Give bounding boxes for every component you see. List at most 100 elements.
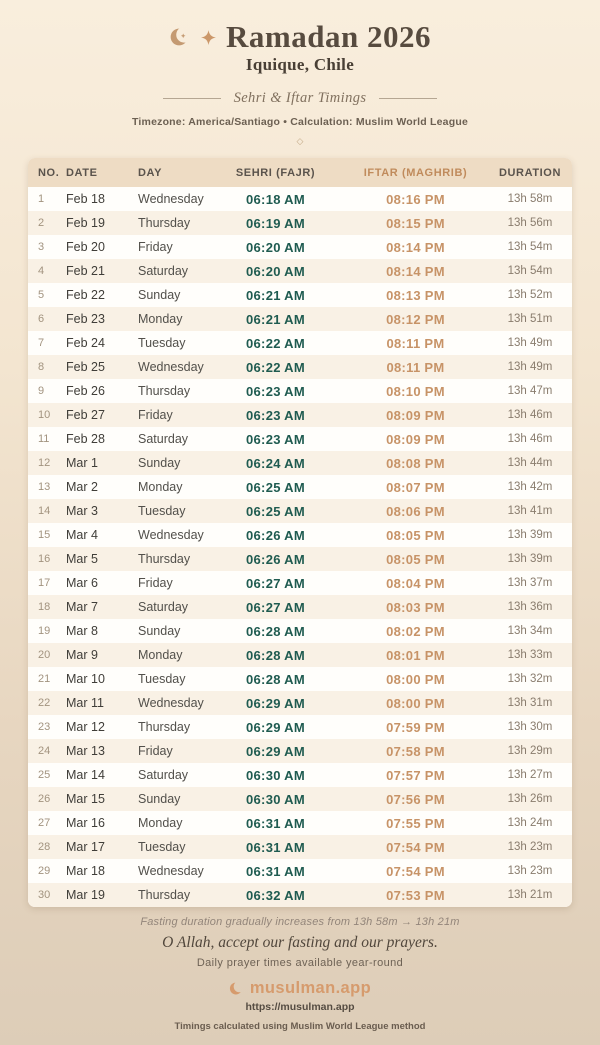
cell-date: Mar 8 [66,624,98,639]
cell-day: Wednesday [138,192,204,207]
cell-date: Mar 3 [66,504,98,519]
cell-iftar: 08:09 PM [386,431,445,447]
cell-day: Thursday [138,384,191,399]
location-title: Iquique, Chile [245,55,355,75]
cell-sehri: 06:22 AM [246,359,305,375]
cell-duration: 13h 39m [507,529,553,542]
cell-sehri: 06:23 AM [246,407,305,423]
cell-no: 11 [38,433,50,446]
cell-sehri: 06:28 AM [246,647,305,663]
cell-iftar: 08:08 PM [386,455,445,471]
cell-iftar: 08:09 PM [386,407,445,423]
cell-day: Sunday [138,456,181,471]
cell-no: 24 [38,745,51,758]
cell-sehri: 06:31 AM [246,815,305,831]
cell-duration: 13h 46m [507,433,553,446]
cell-duration: 13h 46m [507,409,553,422]
table-row: 10 Feb 27 Friday 06:23 AM 08:09 PM 13h 46m [28,403,572,428]
cell-no: 30 [38,889,51,902]
cell-duration: 13h 30m [507,721,553,734]
table-row: 2 Feb 19 Thursday 06:19 AM 08:15 PM 13h 56m [28,211,572,236]
cell-date: Feb 28 [66,432,105,447]
brand-row: musulman.app [140,979,459,998]
table-row: 28 Mar 17 Tuesday 06:31 AM 07:54 PM 13h 23m [28,835,572,860]
cell-iftar: 08:16 PM [386,191,445,207]
cell-sehri: 06:26 AM [246,527,305,543]
cell-duration: 13h 34m [507,625,553,638]
cell-no: 29 [38,865,51,878]
brand-url-link[interactable]: https://musulman.app [245,1001,355,1014]
cell-day: Monday [138,480,183,495]
table-row: 23 Mar 12 Thursday 06:29 AM 07:59 PM 13h 30m [28,715,572,740]
cell-date: Mar 13 [66,744,105,759]
column-header-no: NO. [38,166,60,179]
cell-date: Feb 22 [66,288,105,303]
table-row: 15 Mar 4 Wednesday 06:26 AM 08:05 PM 13h 39m [28,523,572,548]
four-pointed-star-icon [201,29,216,45]
table-row: 17 Mar 6 Friday 06:27 AM 08:04 PM 13h 37m [28,571,572,596]
cell-date: Feb 24 [66,336,105,351]
cell-sehri: 06:28 AM [246,623,305,639]
cell-date: Mar 6 [66,576,98,591]
cell-day: Monday [138,312,183,327]
cell-day: Sunday [138,288,181,303]
cell-duration: 13h 56m [507,217,553,230]
cell-sehri: 06:23 AM [246,431,305,447]
cell-no: 19 [38,625,51,638]
cell-no: 3 [38,241,45,254]
cell-no: 9 [38,385,45,398]
cell-date: Mar 17 [66,840,105,855]
cell-no: 13 [38,481,51,494]
cell-duration: 13h 41m [507,505,553,518]
page-header: Ramadan 2026 Iquique, Chile Sehri & Ifta… [132,0,468,147]
cell-iftar: 08:10 PM [386,383,445,399]
cell-day: Tuesday [138,336,186,351]
cell-day: Thursday [138,552,191,567]
cell-iftar: 07:59 PM [386,719,445,735]
table-row: 7 Feb 24 Tuesday 06:22 AM 08:11 PM 13h 49m [28,331,572,356]
crescent-moon-icon [170,28,188,46]
cell-iftar: 07:53 PM [386,887,445,903]
cell-sehri: 06:29 AM [246,743,305,759]
cell-date: Feb 18 [66,192,105,207]
cell-date: Mar 9 [66,648,98,663]
cell-duration: 13h 21m [507,889,553,902]
table-row: 16 Mar 5 Thursday 06:26 AM 08:05 PM 13h 39m [28,547,572,572]
cell-duration: 13h 31m [507,697,553,710]
cell-no: 2 [38,217,45,230]
cell-duration: 13h 54m [507,241,553,254]
cell-date: Mar 12 [66,720,105,735]
cell-no: 26 [38,793,51,806]
cell-sehri: 06:32 AM [246,887,305,903]
column-header-day: DAY [138,166,163,179]
cell-sehri: 06:19 AM [246,215,305,231]
timezone-calculation-meta: Timezone: America/Santiago • Calculation… [132,116,468,129]
cell-iftar: 07:55 PM [386,815,445,831]
cell-iftar: 07:58 PM [386,743,445,759]
cell-no: 15 [38,529,51,542]
cell-date: Mar 19 [66,888,105,903]
cell-date: Feb 23 [66,312,105,327]
table-row: 11 Feb 28 Saturday 06:23 AM 08:09 PM 13h 46m [28,427,572,452]
column-header-sehri: SEHRI (FAJR) [235,166,316,179]
cell-duration: 13h 52m [507,289,553,302]
cell-day: Thursday [138,720,191,735]
cell-iftar: 08:00 PM [386,671,445,687]
availability-text: Daily prayer times available year-round [196,957,404,970]
cell-date: Feb 21 [66,264,105,279]
cell-sehri: 06:30 AM [246,767,305,783]
cell-day: Sunday [138,792,181,807]
cell-date: Mar 11 [66,696,104,711]
cell-no: 23 [38,721,51,734]
cell-day: Friday [138,744,173,759]
table-row: 30 Mar 19 Thursday 06:32 AM 07:53 PM 13h 21m [28,883,572,908]
cell-day: Saturday [138,264,189,279]
cell-day: Wednesday [138,696,204,711]
table-row: 19 Mar 8 Sunday 06:28 AM 08:02 PM 13h 34m [28,619,572,644]
cell-no: 5 [38,289,45,302]
cell-no: 17 [38,577,51,590]
cell-day: Wednesday [138,360,204,375]
cell-duration: 13h 47m [507,385,553,398]
table-header-row: NO. DATE DAY SEHRI (FAJR) IFTAR (MAGHRIB) DUR… [28,158,572,188]
table-row: 14 Mar 3 Tuesday 06:25 AM 08:06 PM 13h 41m [28,499,572,524]
